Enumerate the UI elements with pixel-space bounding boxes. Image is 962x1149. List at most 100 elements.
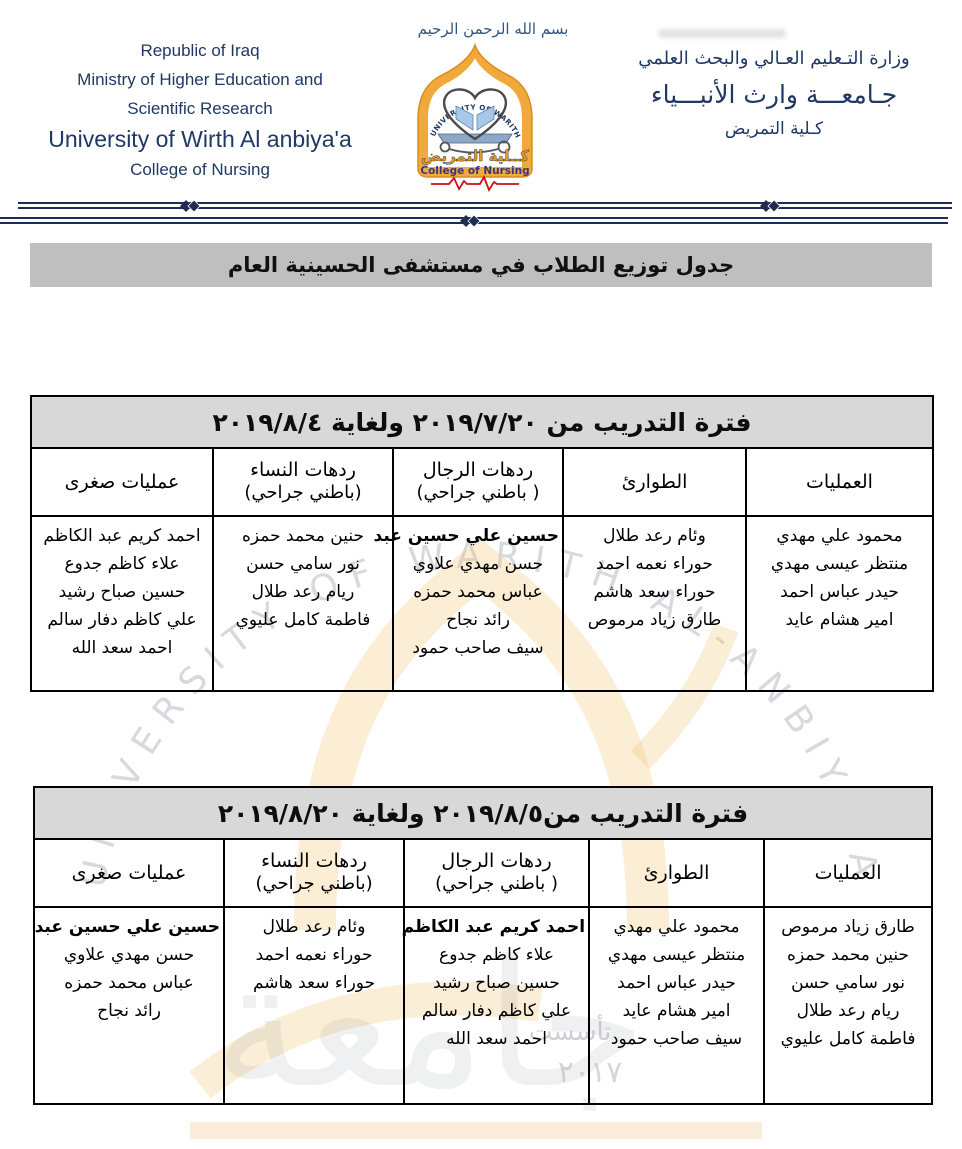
- header-divider: [0, 198, 962, 234]
- table2-col-minor-operations: عمليات صغرى: [32, 838, 226, 908]
- table1-col-emergency: الطوارئ: [562, 447, 747, 517]
- header-university-ar: جـامعـــة وارث الأنبـــياء: [650, 80, 898, 109]
- divider-line-top: [18, 199, 952, 213]
- student-name: ريام رعد طلال: [796, 1001, 900, 1021]
- table2-period-title: فترة التدريب من٢٠١٩/٨/٥ ولغاية ٢٠١٩/٨/٢٠: [32, 786, 934, 840]
- student-name: احمد سعد الله: [71, 638, 173, 658]
- training-table-2: فترة التدريب من٢٠١٩/٨/٥ ولغاية ٢٠١٩/٨/٢٠…: [32, 786, 934, 1105]
- student-name: رائد نجاح: [97, 1001, 161, 1021]
- student-name: علاء كاظم جدوع: [439, 945, 555, 965]
- student-name: منتظر عيسى مهدي: [607, 945, 746, 965]
- student-name: فاطمة كامل عليوي: [235, 610, 371, 630]
- column-sublabel: (باطني جراحي): [255, 873, 373, 894]
- column-label: العمليات: [806, 471, 873, 493]
- table1-col-mens-ward: ردهات الرجال ( باطني جراحي): [392, 447, 564, 517]
- student-name: سيف صاحب حمود: [412, 638, 544, 658]
- table1-col-operations: العمليات: [745, 447, 934, 517]
- column-label: ردهات النساء: [261, 850, 367, 872]
- table1-mens-ward-students: حسين علي حسين عبد حسن مهدي علاوي عباس محمد…: [373, 515, 564, 692]
- table1-period-title: فترة التدريب من ٢٠١٩/٧/٢٠ ولغاية ٢٠١٩/٨/…: [30, 395, 934, 449]
- student-name: حيدر عباس احمد: [617, 973, 736, 993]
- student-name: محمود علي مهدي: [776, 526, 903, 546]
- student-name: حوراء سعد هاشم: [252, 973, 376, 993]
- student-name: طارق زياد مرموص: [781, 917, 915, 937]
- student-name: سيف صاحب حمود: [610, 1029, 743, 1049]
- column-sublabel: ( باطني جراحي): [435, 873, 559, 894]
- column-sublabel: ( باطني جراحي): [416, 482, 540, 503]
- column-label: الطوارئ: [643, 862, 710, 884]
- ekg-line-icon: [431, 174, 519, 193]
- header-college-ar: كـلية التمريض: [724, 119, 824, 139]
- student-name: محمود علي مهدي: [613, 917, 740, 937]
- student-name: حسين علي حسين عبد: [34, 917, 221, 937]
- header-ministry-ar: وزارة التـعليم العـالي والبحث العلمي: [638, 48, 910, 69]
- header-arabic-block: وزارة التـعليم العـالي والبحث العلمي جـا…: [606, 44, 942, 142]
- table2-operations-students: طارق زياد مرموص حنين محمد حمزه نور سامي حس…: [763, 906, 934, 1105]
- document-title-bar: جدول توزيع الطلاب في مستشفى الحسينية الع…: [30, 243, 932, 287]
- header-country: Republic of Iraq: [140, 41, 260, 60]
- table2-col-womens-ward: ردهات النساء (باطني جراحي): [223, 838, 406, 908]
- table2-emergency-students: محمود علي مهدي منتظر عيسى مهدي حيدر عباس ا…: [588, 906, 766, 1105]
- college-of-nursing-seal-icon: UNIVERSITY OF WARITH AL-ANBIYAA كــلية ا…: [404, 35, 533, 193]
- column-label: ردهات الرجال: [422, 459, 534, 481]
- student-name: نور سامي حسن: [246, 554, 360, 574]
- column-label: العمليات: [814, 862, 882, 884]
- column-label: ردهات الرجال: [441, 850, 552, 872]
- student-name: فاطمة كامل عليوي: [780, 1029, 916, 1049]
- student-name: احمد سعد الله: [446, 1029, 547, 1049]
- knot-icon: [178, 198, 202, 214]
- university-logo: UNIVERSITY OF WARITH AL-ANBIYAA كــلية ا…: [404, 35, 543, 193]
- header-college-en: College of Nursing: [130, 160, 270, 179]
- student-name: نور سامي حسن: [791, 973, 905, 993]
- student-name: احمد كريم عبد الكاظم: [401, 917, 586, 937]
- student-name: حسين علي حسين عبد: [373, 526, 559, 546]
- column-label: الطوارئ: [621, 471, 688, 493]
- student-name: رائد نجاح: [446, 610, 510, 630]
- table2-col-emergency: الطوارئ: [588, 838, 766, 908]
- student-name: علاء كاظم جدوع: [64, 554, 180, 574]
- table2-minor-operations-students: حسين علي حسين عبد حسن مهدي علاوي عباس محمد…: [32, 906, 226, 1105]
- student-name: علي كاظم دفار سالم: [47, 610, 197, 630]
- knot-icon: [758, 198, 782, 214]
- table1-womens-ward-students: حنين محمد حمزه نور سامي حسن ريام رعد طلال ف…: [212, 515, 394, 692]
- student-name: حسين صباح رشيد: [58, 582, 186, 602]
- logo-english-name: College of Nursing: [420, 165, 529, 177]
- student-name: حوراء نعمه احمد: [255, 945, 373, 965]
- student-name: حنين محمد حمزه: [787, 945, 910, 965]
- column-label: عمليات صغرى: [64, 471, 180, 493]
- student-name: علي كاظم دفار سالم: [421, 1001, 572, 1021]
- erased-text-artifact: [658, 29, 786, 38]
- header-university-en: University of Wirth Al anbiya'a: [48, 126, 352, 152]
- table1-col-womens-ward: ردهات النساء (باطني جراحي): [212, 447, 394, 517]
- header-ministry-line1: Ministry of Higher Education and: [77, 70, 323, 89]
- logo-arabic-name: كــلية التمريض: [421, 147, 529, 165]
- student-name: حسن مهدي علاوي: [63, 945, 195, 965]
- student-name: امير هشام عايد: [785, 610, 894, 630]
- basmala-text: بسم الله الرحمن الرحيم: [417, 20, 569, 38]
- table2-mens-ward-students: احمد كريم عبد الكاظم علاء كاظم جدوع حسين ص…: [401, 906, 591, 1105]
- student-name: امير هشام عايد: [622, 1001, 731, 1021]
- table2-col-mens-ward: ردهات الرجال ( باطني جراحي): [403, 838, 591, 908]
- table2-womens-ward-students: وئام رعد طلال حوراء نعمه احمد حوراء سعد ها…: [223, 906, 406, 1105]
- student-name: منتظر عيسى مهدي: [770, 554, 909, 574]
- divider-line-bottom: [0, 214, 948, 228]
- header-english-block: Republic of Iraq Ministry of Higher Educ…: [38, 36, 362, 184]
- student-name: حوراء سعد هاشم: [593, 582, 716, 602]
- table1-col-minor-operations: عمليات صغرى: [30, 447, 214, 517]
- table1-operations-students: محمود علي مهدي منتظر عيسى مهدي حيدر عباس ا…: [745, 515, 934, 692]
- watermark-beige-bar: [190, 1122, 762, 1139]
- column-sublabel: (باطني جراحي): [244, 482, 362, 503]
- student-name: عباس محمد حمزه: [64, 973, 194, 993]
- student-name: عباس محمد حمزه: [413, 582, 543, 602]
- student-name: طارق زياد مرموص: [587, 610, 722, 630]
- student-name: ريام رعد طلال: [251, 582, 355, 602]
- student-name: وئام رعد طلال: [262, 917, 366, 937]
- table1-emergency-students: وئام رعد طلال حوراء نعمه احمد حوراء سعد ها…: [562, 515, 747, 692]
- table2-col-operations: العمليات: [763, 838, 934, 908]
- column-label: ردهات النساء: [250, 459, 356, 481]
- student-name: حيدر عباس احمد: [780, 582, 899, 602]
- student-name: احمد كريم عبد الكاظم: [43, 526, 201, 546]
- training-table-1: فترة التدريب من ٢٠١٩/٧/٢٠ ولغاية ٢٠١٩/٨/…: [30, 395, 934, 692]
- student-name: وئام رعد طلال: [603, 526, 706, 546]
